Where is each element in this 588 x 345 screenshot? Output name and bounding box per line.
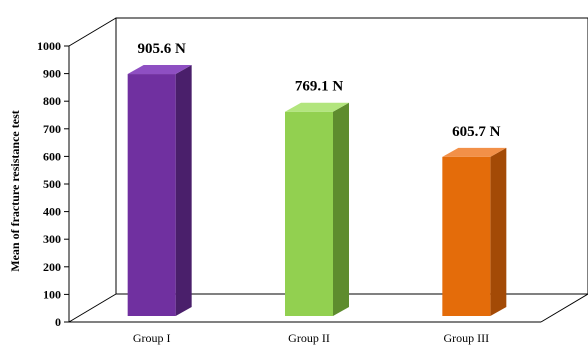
x-tick-label: Group I bbox=[133, 331, 171, 345]
y-tick-label: 500 bbox=[43, 177, 61, 191]
y-tick-label: 400 bbox=[43, 205, 61, 219]
data-label: 905.6 N bbox=[137, 41, 186, 57]
data-label: 769.1 N bbox=[295, 79, 344, 95]
y-axis-label: Mean of fracture resistance test bbox=[8, 110, 22, 272]
bar-3 bbox=[442, 147, 507, 316]
y-tick-label: 100 bbox=[43, 287, 61, 301]
back-wall bbox=[115, 17, 588, 295]
left-wall-top-edge bbox=[68, 17, 117, 47]
bar-side bbox=[490, 147, 507, 316]
bar-front bbox=[285, 111, 333, 317]
bar-top bbox=[285, 102, 349, 112]
bar-side bbox=[333, 102, 349, 317]
y-tick-label: 900 bbox=[43, 67, 61, 81]
chart-frame bbox=[68, 17, 588, 323]
data-labels: 905.6 N 769.1 N 605.7 N bbox=[137, 41, 500, 140]
bar-side bbox=[175, 65, 192, 316]
y-tick-label: 1000 bbox=[37, 39, 61, 53]
data-label: 605.7 N bbox=[452, 124, 501, 140]
x-tick-label: Group II bbox=[288, 331, 330, 345]
bar-top bbox=[442, 147, 507, 157]
bar-2 bbox=[285, 102, 349, 317]
bars bbox=[127, 65, 507, 317]
y-tick-label: 700 bbox=[43, 122, 61, 136]
y-tick-label: 200 bbox=[43, 260, 61, 274]
y-tick-label: 300 bbox=[43, 232, 61, 246]
y-tick-label: 600 bbox=[43, 149, 61, 163]
bar-front bbox=[127, 74, 176, 316]
bar-1 bbox=[127, 65, 192, 316]
bar-front bbox=[442, 156, 491, 316]
category-labels: Group I Group II Group III bbox=[133, 331, 489, 345]
x-tick-label: Group III bbox=[444, 331, 490, 345]
y-axis-ticks: 0 100 200 300 400 500 600 700 800 900 1000 bbox=[37, 39, 69, 329]
floor-left-edge bbox=[68, 293, 117, 323]
floor-right-edge bbox=[540, 293, 588, 323]
bar-top bbox=[127, 65, 192, 75]
y-tick-label: 0 bbox=[55, 315, 61, 329]
y-tick-label: 800 bbox=[43, 94, 61, 108]
